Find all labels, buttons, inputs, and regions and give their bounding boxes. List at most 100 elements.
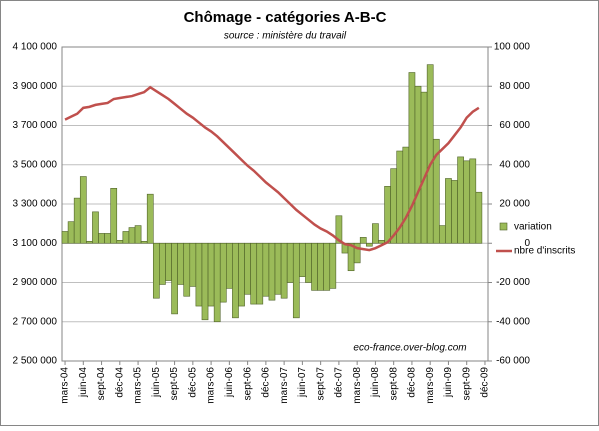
bar (451, 180, 458, 244)
x-tick-label: déc-08 (407, 367, 418, 398)
bar (286, 242, 294, 283)
bar (177, 242, 185, 285)
bar (86, 240, 93, 244)
y-tick-label: 3 500 000 (13, 159, 58, 170)
bar (73, 197, 81, 244)
bar (146, 193, 154, 244)
y-tick-label: 3 700 000 (13, 120, 58, 131)
x-tick-label: sept-09 (461, 367, 472, 401)
bar (432, 138, 440, 244)
y-tick-label: 3 300 000 (13, 199, 58, 210)
y2-tick-label: 40 000 (499, 159, 530, 170)
bar (463, 160, 471, 244)
chart-subtitle: source : ministère du travail (224, 31, 347, 42)
bar (408, 72, 416, 244)
bar (79, 176, 87, 244)
bar (475, 191, 483, 244)
x-tick-label: mars-08 (352, 367, 363, 404)
x-tick-label: mars-06 (206, 367, 217, 404)
y-tick-label: 3 900 000 (13, 81, 58, 92)
x-tick-label: sept-04 (96, 367, 107, 401)
x-tick-label: mars-05 (133, 367, 144, 404)
x-tick-label: déc-04 (114, 367, 125, 398)
x-tick-label: déc-06 (261, 367, 272, 398)
y2-tick-label: -20 000 (496, 277, 530, 288)
bar (457, 156, 464, 244)
bar (140, 240, 148, 244)
x-tick-label: sept-08 (388, 367, 399, 401)
legend-label: nbre d'inscrits (514, 246, 575, 257)
bar (329, 242, 337, 289)
bar (195, 242, 203, 307)
bar (445, 178, 452, 244)
bar (469, 158, 477, 244)
legend-swatch (499, 222, 508, 231)
bar (61, 231, 69, 244)
bar (244, 242, 251, 295)
bar (116, 240, 124, 244)
x-tick-label: déc-05 (187, 367, 198, 398)
bar (92, 211, 99, 244)
bar (171, 242, 178, 315)
x-tick-label: mars-04 (60, 367, 71, 404)
bar (232, 242, 239, 319)
bar (353, 242, 361, 264)
bar (414, 85, 422, 244)
y2-tick-label: -40 000 (496, 316, 530, 327)
bar (280, 242, 288, 299)
bar (159, 242, 166, 285)
bar (402, 146, 410, 244)
bar (110, 188, 118, 244)
bar (201, 242, 209, 321)
line (64, 85, 480, 252)
y-tick-label: 4 100 000 (13, 42, 58, 53)
y2-tick-label: 100 000 (494, 42, 531, 53)
y2-tick-label: 80 000 (499, 81, 530, 92)
annotation: eco-france.over-blog.com (353, 343, 466, 354)
bar (305, 242, 312, 283)
bar (439, 225, 446, 244)
x-tick-label: juin-05 (151, 367, 162, 398)
x-tick-label: mars-07 (279, 367, 290, 404)
y-tick-label: 2 700 000 (13, 316, 58, 327)
bar (152, 242, 160, 299)
chart-title: Chômage - catégories A-B-C (184, 9, 387, 26)
bar (365, 242, 373, 247)
bar (67, 221, 75, 244)
bar (335, 215, 343, 244)
y-tick-label: 3 100 000 (13, 238, 58, 249)
y-tick-label: 2 900 000 (13, 277, 58, 288)
y2-tick-label: 0 (524, 238, 530, 249)
y2-tick-label: 20 000 (499, 199, 530, 210)
bar (98, 233, 105, 244)
bar (128, 227, 136, 244)
legend-label: variation (514, 222, 552, 233)
x-tick-label: sept-07 (315, 367, 326, 401)
bar (134, 225, 142, 244)
bar (274, 242, 282, 295)
x-tick-label: juin-08 (370, 367, 381, 398)
x-tick-label: juin-07 (297, 367, 308, 398)
bar (165, 242, 172, 281)
bar (213, 242, 221, 323)
bar (384, 186, 391, 244)
x-tick-label: déc-09 (480, 367, 491, 398)
bar (207, 242, 215, 307)
bar (317, 242, 324, 291)
bar (219, 242, 227, 303)
x-tick-label: sept-05 (169, 367, 180, 401)
bar (426, 64, 434, 244)
bar (299, 242, 306, 277)
bar (226, 242, 233, 289)
bar (311, 242, 318, 291)
bar (359, 237, 367, 244)
bar (372, 223, 379, 244)
bar (250, 242, 258, 305)
x-tick-label: juin-09 (443, 367, 454, 398)
x-tick-label: mars-09 (425, 367, 436, 404)
bar (268, 242, 276, 301)
bar (292, 242, 300, 319)
y2-tick-label: -60 000 (496, 356, 530, 367)
bar (256, 242, 264, 305)
